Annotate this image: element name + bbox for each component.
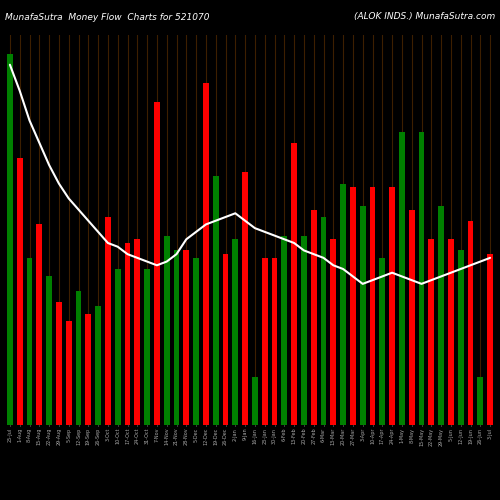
Bar — [213, 176, 218, 425]
Text: MunafaSutra  Money Flow  Charts for 521070: MunafaSutra Money Flow Charts for 521070 — [5, 12, 210, 22]
Bar — [144, 269, 150, 425]
Bar — [282, 236, 287, 425]
Bar — [124, 243, 130, 425]
Bar — [438, 206, 444, 425]
Bar — [418, 132, 424, 425]
Bar — [154, 102, 160, 425]
Bar — [115, 269, 120, 425]
Text: (ALOK INDS.) MunafaSutra.com: (ALOK INDS.) MunafaSutra.com — [354, 12, 495, 22]
Bar — [409, 210, 414, 425]
Bar — [399, 132, 405, 425]
Bar — [232, 240, 238, 425]
Bar — [370, 188, 376, 425]
Bar — [174, 250, 180, 425]
Bar — [478, 376, 483, 425]
Bar — [340, 184, 346, 425]
Bar — [222, 254, 228, 425]
Bar — [468, 220, 473, 425]
Bar — [36, 224, 42, 425]
Bar — [380, 258, 385, 425]
Bar — [26, 258, 32, 425]
Bar — [242, 172, 248, 425]
Bar — [203, 84, 209, 425]
Bar — [76, 292, 82, 425]
Bar — [66, 321, 71, 425]
Bar — [134, 240, 140, 425]
Bar — [184, 250, 189, 425]
Bar — [193, 258, 199, 425]
Bar — [164, 236, 170, 425]
Bar — [301, 236, 307, 425]
Bar — [291, 142, 297, 425]
Bar — [56, 302, 62, 425]
Bar — [360, 206, 366, 425]
Bar — [86, 314, 91, 425]
Bar — [272, 258, 278, 425]
Bar — [105, 217, 111, 425]
Bar — [17, 158, 22, 425]
Bar — [262, 258, 268, 425]
Bar — [350, 188, 356, 425]
Bar — [458, 250, 464, 425]
Bar — [428, 240, 434, 425]
Bar — [320, 217, 326, 425]
Bar — [389, 188, 395, 425]
Bar — [448, 240, 454, 425]
Bar — [330, 240, 336, 425]
Bar — [7, 54, 13, 425]
Bar — [252, 376, 258, 425]
Bar — [487, 254, 493, 425]
Bar — [95, 306, 101, 425]
Bar — [46, 276, 52, 425]
Bar — [311, 210, 316, 425]
